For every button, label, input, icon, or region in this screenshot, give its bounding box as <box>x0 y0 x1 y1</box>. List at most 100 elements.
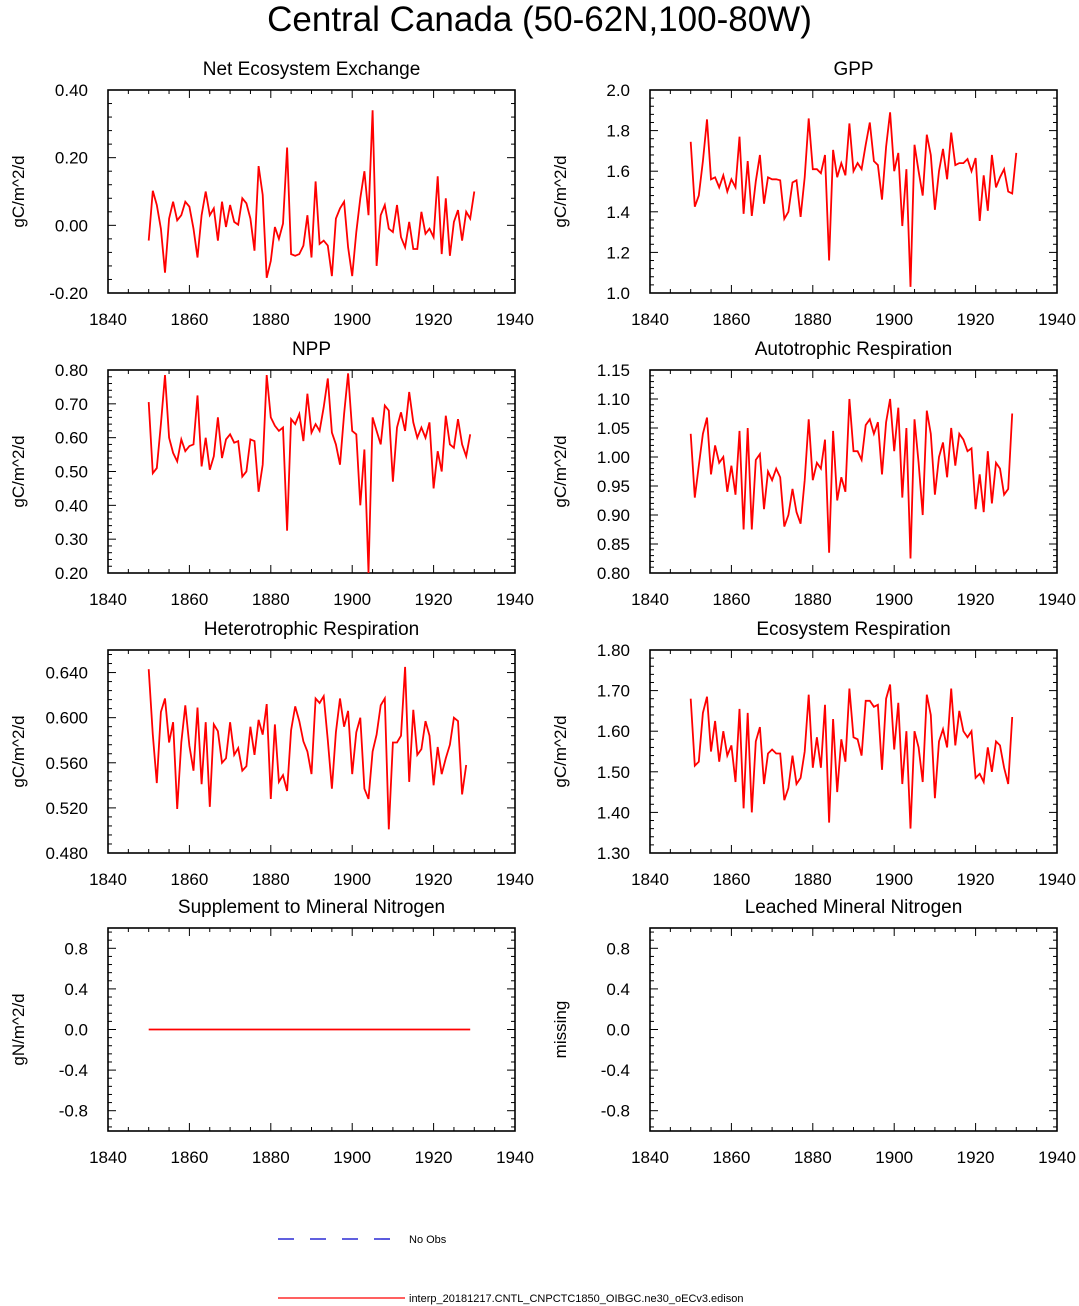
autotrophic-respiration-ytick-label: 0.95 <box>597 477 630 496</box>
autotrophic-respiration-ytick-label: 0.80 <box>597 564 630 583</box>
heterotrophic-respiration-ytick-label: 0.520 <box>45 799 88 818</box>
chart-supplement-to-mineral-nitrogen: Supplement to Mineral Nitrogen gN/m^2/d 18… <box>9 897 534 1167</box>
npp-ytick-label: 0.70 <box>55 395 88 414</box>
net-ecosystem-exchange-xtick-label: 1880 <box>252 310 290 329</box>
gpp-xtick-label: 1860 <box>712 310 750 329</box>
npp-ytick-label: 0.30 <box>55 530 88 549</box>
ecosystem-respiration-series-line <box>691 685 1013 829</box>
leached-mineral-nitrogen-xtick-label: 1920 <box>957 1148 995 1167</box>
autotrophic-respiration-xtick-label: 1840 <box>631 590 669 609</box>
npp-title: NPP <box>292 339 331 360</box>
supplement-to-mineral-nitrogen-ytick-label: -0.4 <box>59 1061 88 1080</box>
heterotrophic-respiration-xtick-label: 1840 <box>89 870 127 889</box>
gpp-title: GPP <box>833 59 873 80</box>
supplement-to-mineral-nitrogen-xtick-label: 1880 <box>252 1148 290 1167</box>
npp-ytick-label: 0.50 <box>55 463 88 482</box>
ecosystem-respiration-xtick-label: 1880 <box>794 870 832 889</box>
gpp-ytick-label: 1.0 <box>606 284 630 303</box>
heterotrophic-respiration-xtick-label: 1880 <box>252 870 290 889</box>
autotrophic-respiration-ytick-label: 1.05 <box>597 419 630 438</box>
ecosystem-respiration-xtick-label: 1840 <box>631 870 669 889</box>
chart-heterotrophic-respiration: Heterotrophic RespirationgC/m^2/d1840 186… <box>9 619 534 889</box>
autotrophic-respiration-ytick-label: 0.85 <box>597 535 630 554</box>
gpp-xtick-label: 1920 <box>957 310 995 329</box>
heterotrophic-respiration-xtick-label: 1900 <box>333 870 371 889</box>
autotrophic-respiration-xtick-label: 1860 <box>712 590 750 609</box>
leached-mineral-nitrogen-ytick-label: 0.4 <box>606 980 630 999</box>
heterotrophic-respiration-ytick-label: 0.600 <box>45 709 88 728</box>
npp-xtick-label: 1920 <box>415 590 453 609</box>
chart-npp: NPP gC/m^2/d 1840 1860 1880 1900 1920 1940 0.20 0… <box>9 339 534 609</box>
ecosystem-respiration-ytick-label: 1.30 <box>597 844 630 863</box>
net-ecosystem-exchange-ytick-label: 0.40 <box>55 81 88 100</box>
supplement-to-mineral-nitrogen-xtick-label: 1860 <box>170 1148 208 1167</box>
heterotrophic-respiration-title: Heterotrophic Respiration <box>204 619 419 640</box>
net-ecosystem-exchange-ytick-label: -0.20 <box>49 284 88 303</box>
net-ecosystem-exchange-xtick-label: 1940 <box>496 310 534 329</box>
autotrophic-respiration-ylabel: gC/m^2/d <box>551 435 570 507</box>
ecosystem-respiration-ytick-label: 1.70 <box>597 682 630 701</box>
autotrophic-respiration-xtick-label: 1880 <box>794 590 832 609</box>
gpp-ylabel: gC/m^2/d <box>551 155 570 227</box>
leached-mineral-nitrogen-frame <box>650 928 1057 1131</box>
leached-mineral-nitrogen-ytick-label: -0.8 <box>601 1102 630 1121</box>
leached-mineral-nitrogen-xtick-label: 1900 <box>875 1148 913 1167</box>
net-ecosystem-exchange-series-line <box>149 110 475 277</box>
heterotrophic-respiration-ytick-label: 0.560 <box>45 754 88 773</box>
autotrophic-respiration-series-line <box>691 399 1013 559</box>
leached-mineral-nitrogen-xtick-label: 1840 <box>631 1148 669 1167</box>
gpp-series-line <box>691 112 1017 287</box>
chart-gpp: GPP gC/m^2/d 1840 1860 1880 1900 1920 1940 1.0 1.… <box>551 59 1076 329</box>
legend-obs-label: No Obs <box>409 1234 447 1246</box>
supplement-to-mineral-nitrogen-ylabel: gN/m^2/d <box>9 993 28 1065</box>
heterotrophic-respiration-ytick-label: 0.480 <box>45 844 88 863</box>
npp-ytick-label: 0.80 <box>55 361 88 380</box>
heterotrophic-respiration-series-line <box>149 667 467 829</box>
autotrophic-respiration-xtick-label: 1920 <box>957 590 995 609</box>
ecosystem-respiration-ytick-label: 1.60 <box>597 722 630 741</box>
ecosystem-respiration-ylabel: gC/m^2/d <box>551 715 570 787</box>
leached-mineral-nitrogen-xtick-label: 1880 <box>794 1148 832 1167</box>
supplement-to-mineral-nitrogen-ytick-label: -0.8 <box>59 1102 88 1121</box>
leached-mineral-nitrogen-xtick-label: 1860 <box>712 1148 750 1167</box>
gpp-xtick-label: 1880 <box>794 310 832 329</box>
leached-mineral-nitrogen-ytick-label: 0.8 <box>606 939 630 958</box>
npp-frame <box>108 370 515 573</box>
npp-ytick-label: 0.20 <box>55 564 88 583</box>
net-ecosystem-exchange-xtick-label: 1900 <box>333 310 371 329</box>
chart-autotrophic-respiration: Autotrophic Respiration gC/m^2/d 1840 1860 1… <box>551 339 1076 609</box>
net-ecosystem-exchange-xtick-label: 1860 <box>170 310 208 329</box>
chart-net-ecosystem-exchange: Net Ecosystem Exchange gC/m^2/d 1840 1860 18… <box>9 59 534 329</box>
gpp-xtick-label: 1900 <box>875 310 913 329</box>
net-ecosystem-exchange-title: Net Ecosystem Exchange <box>203 59 421 80</box>
gpp-frame <box>650 90 1057 293</box>
net-ecosystem-exchange-ytick-label: 0.20 <box>55 149 88 168</box>
heterotrophic-respiration-xtick-label: 1940 <box>496 870 534 889</box>
ecosystem-respiration-ytick-label: 1.80 <box>597 641 630 660</box>
ecosystem-respiration-xtick-label: 1860 <box>712 870 750 889</box>
autotrophic-respiration-title: Autotrophic Respiration <box>755 339 953 360</box>
net-ecosystem-exchange-xtick-label: 1920 <box>415 310 453 329</box>
ecosystem-respiration-xtick-label: 1940 <box>1038 870 1076 889</box>
legend-model-label: interp_20181217.CNTL_CNPCTC1850_OIBGC.ne… <box>409 1293 743 1305</box>
heterotrophic-respiration-ytick-label: 0.640 <box>45 664 88 683</box>
net-ecosystem-exchange-ylabel: gC/m^2/d <box>9 155 28 227</box>
gpp-ytick-label: 1.2 <box>606 243 630 262</box>
npp-xtick-label: 1900 <box>333 590 371 609</box>
ecosystem-respiration-ytick-label: 1.40 <box>597 803 630 822</box>
ecosystem-respiration-ytick-label: 1.50 <box>597 763 630 782</box>
leached-mineral-nitrogen-ytick-label: 0.0 <box>606 1021 630 1040</box>
leached-mineral-nitrogen-ytick-label: -0.4 <box>601 1061 630 1080</box>
supplement-to-mineral-nitrogen-ytick-label: 0.8 <box>64 939 88 958</box>
legend: No Obs interp_20181217.CNTL_CNPCTC1850_O… <box>278 1234 743 1305</box>
supplement-to-mineral-nitrogen-title: Supplement to Mineral Nitrogen <box>178 897 445 918</box>
heterotrophic-respiration-xtick-label: 1860 <box>170 870 208 889</box>
ecosystem-respiration-xtick-label: 1900 <box>875 870 913 889</box>
gpp-xtick-label: 1840 <box>631 310 669 329</box>
npp-ytick-label: 0.40 <box>55 496 88 515</box>
npp-series-line <box>149 373 471 573</box>
net-ecosystem-exchange-frame <box>108 90 515 293</box>
gpp-ytick-label: 1.4 <box>606 203 630 222</box>
leached-mineral-nitrogen-title: Leached Mineral Nitrogen <box>745 897 963 918</box>
chart-figure: Net Ecosystem Exchange gC/m^2/d 1840 1860 18… <box>0 0 1079 1306</box>
